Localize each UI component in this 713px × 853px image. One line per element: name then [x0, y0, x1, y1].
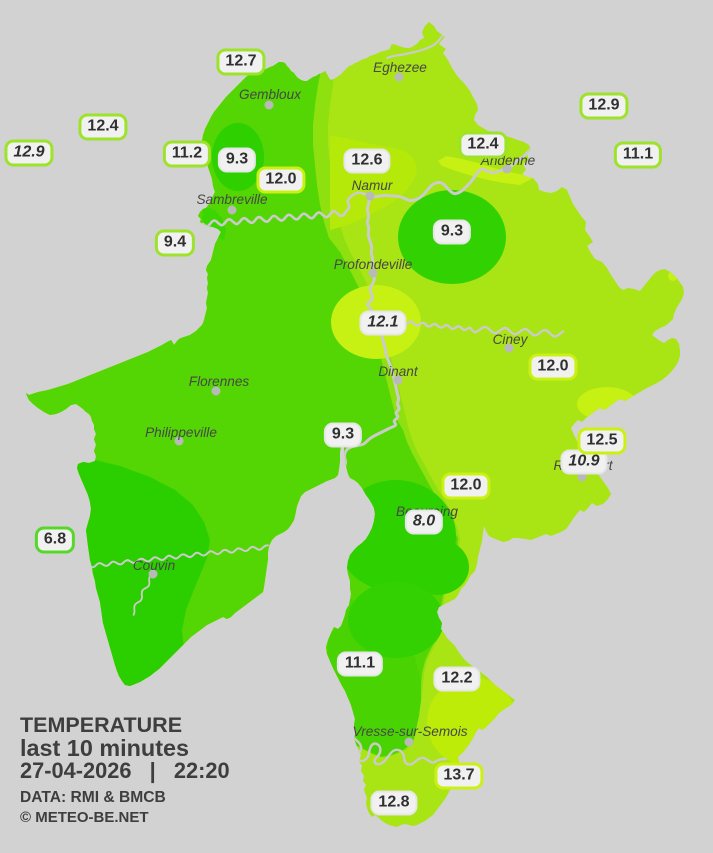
svg-text:Florennes: Florennes: [189, 374, 250, 389]
svg-text:Couvin: Couvin: [133, 558, 175, 573]
svg-text:Gembloux: Gembloux: [239, 87, 302, 102]
svg-text:Vresse-sur-Semois: Vresse-sur-Semois: [352, 724, 467, 739]
svg-text:Dinant: Dinant: [378, 364, 419, 379]
svg-text:Namur: Namur: [352, 178, 393, 193]
svg-text:Ciney: Ciney: [493, 332, 529, 347]
svg-text:Sambreville: Sambreville: [196, 192, 267, 207]
svg-text:Philippeville: Philippeville: [145, 425, 217, 440]
svg-text:Eghezee: Eghezee: [373, 60, 427, 75]
svg-text:Profondeville: Profondeville: [334, 257, 413, 272]
